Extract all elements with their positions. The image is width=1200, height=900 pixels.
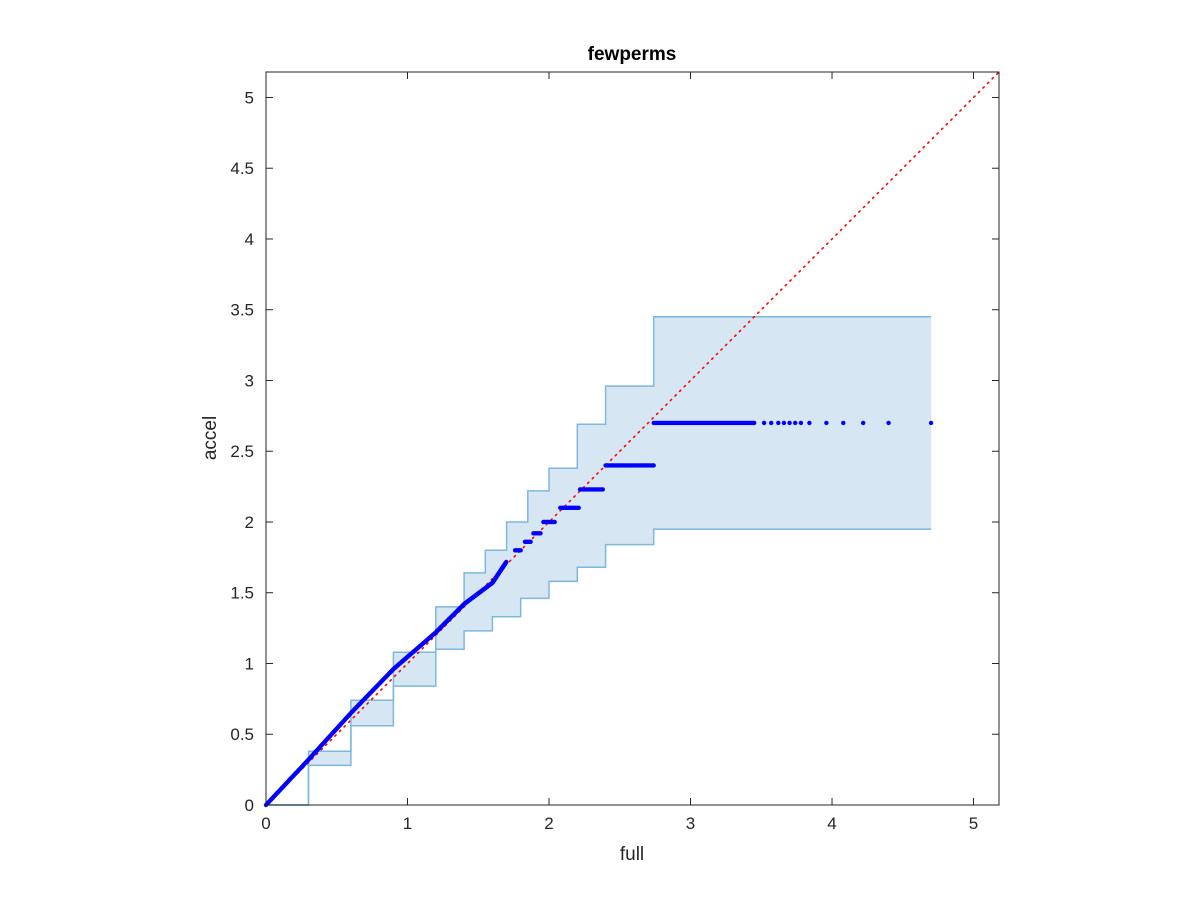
data-point — [807, 420, 812, 426]
y-tick-label: 1 — [245, 654, 254, 673]
x-tick-label: 2 — [544, 814, 553, 833]
y-tick-label: 4.5 — [230, 159, 254, 178]
band-lower-edge — [266, 528, 932, 806]
y-tick-label: 2 — [245, 513, 254, 532]
data-point — [824, 420, 829, 426]
y-axis: 0 0.5 1 1.5 2 2.5 3 3.5 4 4.5 5 — [230, 88, 999, 815]
y-tick-label: 2.5 — [230, 442, 254, 461]
data-point — [600, 487, 605, 492]
data-point — [504, 559, 509, 565]
data-point — [538, 531, 543, 536]
y-tick-label: 0 — [245, 796, 254, 815]
x-tick-label: 4 — [827, 814, 836, 833]
data-point — [552, 519, 557, 525]
y-tick-label: 3.5 — [230, 301, 254, 320]
data-point — [886, 420, 891, 426]
data-point — [761, 420, 767, 426]
data-point — [928, 420, 934, 426]
x-tick-label: 5 — [969, 814, 978, 833]
data-point — [841, 420, 846, 426]
data-point — [651, 463, 656, 468]
data-point — [776, 420, 781, 426]
x-axis: 0 1 2 3 4 5 — [261, 72, 978, 833]
data-point — [752, 420, 757, 426]
data-point — [769, 420, 774, 426]
y-tick-label: 3 — [245, 371, 254, 390]
x-axis-label: full — [620, 844, 644, 865]
y-axis-label: accel — [200, 416, 221, 460]
plot-area — [263, 71, 1000, 808]
y-tick-label: 5 — [245, 88, 254, 107]
x-tick-label: 1 — [403, 814, 412, 833]
data-point — [576, 505, 581, 510]
data-point — [798, 420, 804, 426]
data-point — [793, 420, 798, 426]
y-tick-label: 0.5 — [230, 725, 254, 744]
data-point — [861, 420, 866, 426]
data-point — [781, 420, 787, 426]
data-point — [528, 539, 533, 544]
y-tick-label: 4 — [245, 230, 254, 249]
data-point — [518, 548, 523, 553]
reference-line — [265, 71, 1000, 806]
data-point — [787, 420, 792, 426]
band-upper-edge — [266, 316, 932, 806]
confidence-band — [266, 316, 932, 805]
axes-box — [265, 71, 1000, 806]
x-tick-label: 3 — [686, 814, 695, 833]
chart-title: fewperms — [588, 44, 677, 65]
y-tick-label: 1.5 — [230, 584, 254, 603]
x-tick-label: 0 — [261, 814, 270, 833]
